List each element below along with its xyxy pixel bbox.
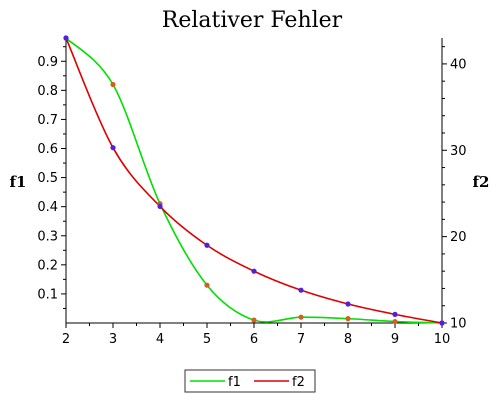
x-tick-label: 5	[203, 332, 211, 347]
legend-label-f1: f1	[228, 375, 241, 390]
y-tick-label-left: 0.8	[37, 84, 58, 99]
y-tick-label-left: 0.5	[37, 171, 58, 186]
x-tick-label: 4	[156, 332, 164, 347]
data-point-f2	[204, 242, 210, 248]
axes: 2 3 4 5 6 7 8 9 10 0.1 0.2 0.3 0.4 0.5 0.6 0.7 0.8 0.9 10 2…	[37, 38, 467, 347]
data-point-f2	[345, 301, 351, 307]
x-tick-label: 10	[434, 332, 451, 347]
y-tick-label-left: 0.7	[37, 113, 58, 128]
y-tick-label-left: 0.6	[37, 142, 58, 157]
x-tick-label: 8	[344, 332, 352, 347]
legend-box	[184, 369, 316, 393]
data-point-f2	[392, 311, 398, 317]
x-tick-label: 6	[250, 332, 258, 347]
y-tick-label-left: 0.9	[37, 55, 58, 70]
y-tick-label-right: 40	[450, 57, 467, 72]
data-point-f2	[298, 287, 304, 293]
plot-lines	[65, 37, 443, 324]
data-point-f1	[298, 314, 304, 320]
y-tick-label-left: 0.1	[37, 287, 58, 302]
x-tick-label: 7	[297, 332, 305, 347]
y-axis-label-left: f1	[10, 173, 27, 191]
y-tick-label-left: 0.3	[37, 229, 58, 244]
legend: f1 f2	[184, 369, 316, 393]
y-axis-label-right: f2	[473, 173, 490, 191]
data-point-f1	[204, 282, 210, 288]
chart-title: Relativer Fehler	[162, 8, 343, 33]
x-tick-label: 9	[391, 332, 399, 347]
data-point-f2	[251, 268, 257, 274]
data-point-f2	[63, 35, 69, 41]
data-point-f1	[392, 318, 398, 325]
y-tick-label-left: 0.4	[37, 200, 58, 215]
plot-points	[63, 35, 445, 326]
series-line-f1	[65, 37, 443, 324]
legend-label-f2: f2	[292, 375, 305, 390]
data-point-f1	[110, 81, 116, 88]
data-point-f2	[439, 320, 445, 326]
x-tick-label: 3	[109, 332, 117, 347]
series-line-f2	[65, 37, 443, 324]
x-tick-label: 2	[62, 332, 70, 347]
data-point-f1	[251, 317, 257, 323]
y-tick-label-right: 10	[450, 317, 467, 332]
y-tick-label-left: 0.2	[37, 258, 58, 273]
y-tick-label-right: 30	[450, 144, 467, 159]
data-point-f2	[110, 145, 116, 151]
data-point-f1	[345, 316, 351, 322]
data-point-f2	[157, 203, 163, 210]
y-tick-label-right: 20	[450, 230, 467, 245]
